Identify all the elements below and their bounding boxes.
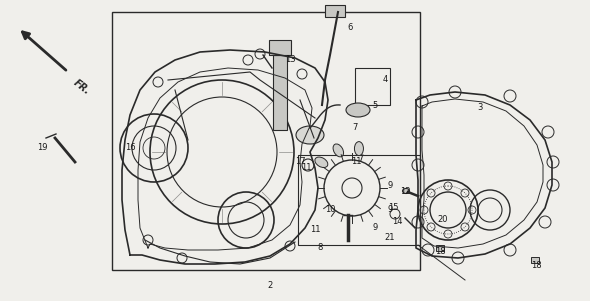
Ellipse shape	[355, 141, 363, 156]
Bar	[298, 155, 420, 245]
Text: 13: 13	[285, 55, 296, 64]
Text: 7: 7	[352, 123, 358, 132]
Bar	[355, 68, 390, 105]
Bar	[436, 245, 444, 251]
Ellipse shape	[346, 103, 370, 117]
Text: 18: 18	[530, 260, 541, 269]
Text: 6: 6	[348, 23, 353, 33]
Text: 11: 11	[310, 225, 320, 234]
Text: 10: 10	[324, 206, 335, 215]
Text: 16: 16	[124, 144, 135, 153]
Text: 12: 12	[400, 188, 410, 197]
Bar	[269, 40, 291, 55]
Ellipse shape	[296, 126, 324, 144]
Ellipse shape	[315, 157, 328, 168]
Ellipse shape	[333, 144, 343, 157]
Text: FR.: FR.	[72, 78, 93, 97]
Bar	[273, 55, 287, 130]
Text: 11: 11	[301, 163, 312, 172]
Text: 9: 9	[388, 206, 392, 215]
Text: 17: 17	[294, 157, 305, 166]
Text: 18: 18	[435, 247, 445, 256]
Text: 2: 2	[267, 281, 273, 290]
Bar	[325, 5, 345, 17]
Ellipse shape	[402, 188, 409, 194]
Text: 3: 3	[477, 104, 483, 113]
Text: 8: 8	[317, 244, 323, 253]
Text: 9: 9	[372, 224, 378, 232]
Bar	[531, 257, 539, 263]
Text: 9: 9	[388, 181, 392, 190]
Text: 19: 19	[37, 144, 47, 153]
Text: 5: 5	[372, 101, 378, 110]
Text: 15: 15	[388, 203, 398, 213]
Text: 14: 14	[392, 218, 402, 226]
Text: 4: 4	[382, 76, 388, 85]
Bar	[112, 12, 420, 270]
Text: 20: 20	[438, 216, 448, 225]
Text: 11: 11	[350, 157, 361, 166]
Text: 21: 21	[385, 234, 395, 243]
